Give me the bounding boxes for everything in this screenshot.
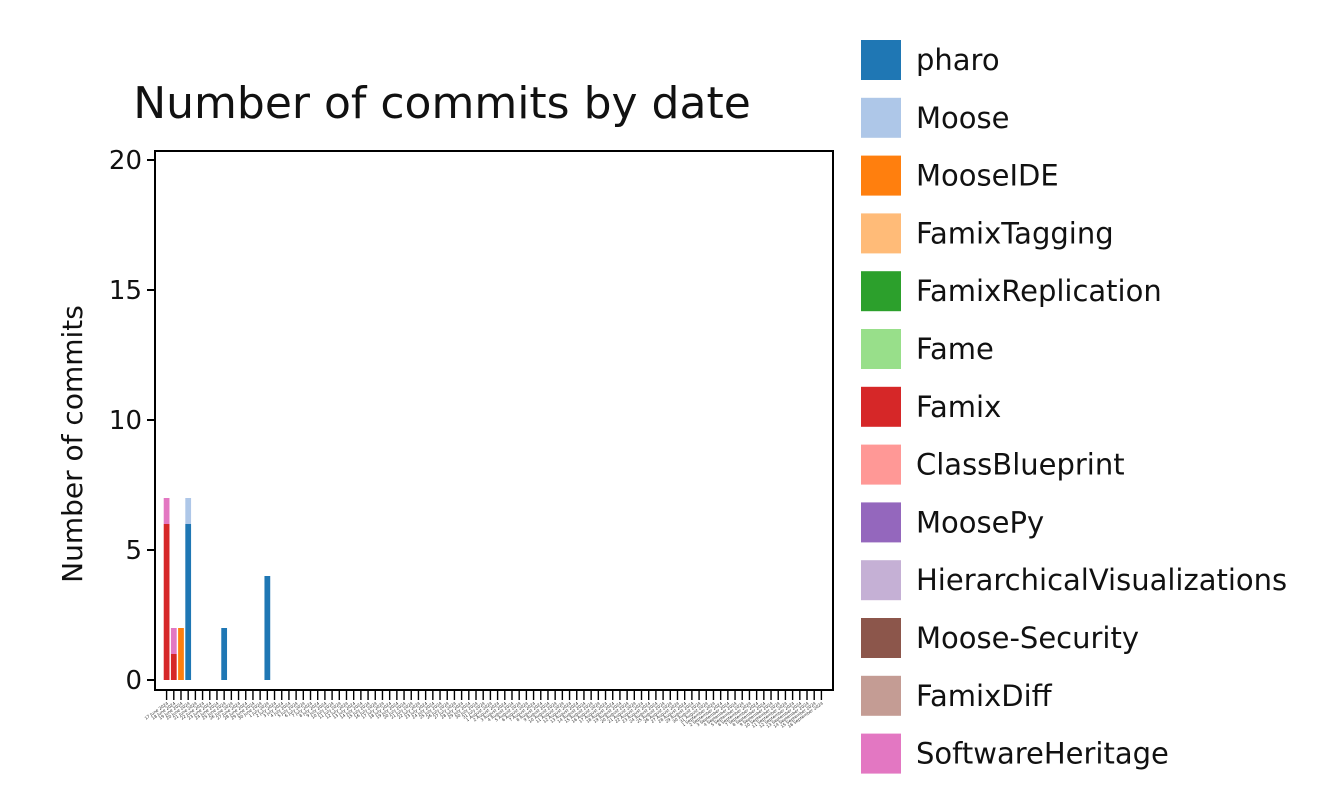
legend-swatch (861, 733, 901, 774)
legend-swatch (861, 386, 901, 427)
legend-label: FamixReplication (916, 274, 1162, 308)
bar-segment-softwareheritage (170, 628, 177, 654)
legend-swatch (861, 618, 901, 658)
bar-segment-pharo (185, 524, 192, 680)
legend-label: MooseIDE (916, 159, 1059, 193)
legend-label: Famix (916, 390, 1001, 424)
legend-label: Fame (916, 332, 994, 366)
legend-label: FamixTagging (916, 216, 1114, 250)
bars-group (163, 498, 271, 680)
legend-label: SoftwareHeritage (916, 737, 1169, 771)
y-axis-label: Number of commits (56, 305, 89, 583)
plot-frame (154, 150, 834, 691)
legend: pharo Moose MooseIDE FamixTagging FamixRepli… (861, 40, 1287, 774)
y-tick-label: 0 (125, 666, 142, 696)
legend-swatch (861, 271, 901, 312)
legend-swatch (861, 155, 901, 196)
y-tick-label: 15 (109, 276, 142, 306)
legend-swatch (861, 560, 901, 601)
legend-label: FamixDiff (916, 679, 1053, 713)
legend-swatch (861, 97, 901, 138)
legend-swatch (861, 213, 901, 254)
y-tick-label: 5 (125, 536, 142, 566)
legend-swatch (861, 675, 901, 716)
bar-segment-mooseide (178, 628, 184, 680)
chart-title: Number of commits by date (133, 78, 751, 129)
y-axis: 0 5 10 15 20 (109, 146, 155, 696)
y-tick-label: 10 (109, 406, 142, 436)
legend-label: Moose-Security (916, 621, 1139, 655)
legend-swatch (861, 502, 901, 543)
legend-label: ClassBlueprint (916, 448, 1125, 482)
legend-label: Moose (916, 101, 1009, 135)
legend-swatch (861, 444, 901, 485)
y-tick-label: 20 (109, 146, 142, 176)
bar-segment-famix (163, 524, 170, 680)
bar-segment-pharo (221, 628, 228, 680)
bar-segment-softwareheritage (163, 498, 170, 524)
legend-swatch (861, 40, 901, 80)
legend-swatch (861, 329, 901, 369)
legend-label: MoosePy (916, 505, 1044, 539)
legend-label: HierarchicalVisualizations (916, 563, 1287, 597)
legend-label: pharo (916, 43, 1000, 77)
bar-segment-moose (185, 498, 192, 524)
bar-segment-pharo (264, 576, 271, 680)
bar-segment-famix (170, 654, 177, 680)
